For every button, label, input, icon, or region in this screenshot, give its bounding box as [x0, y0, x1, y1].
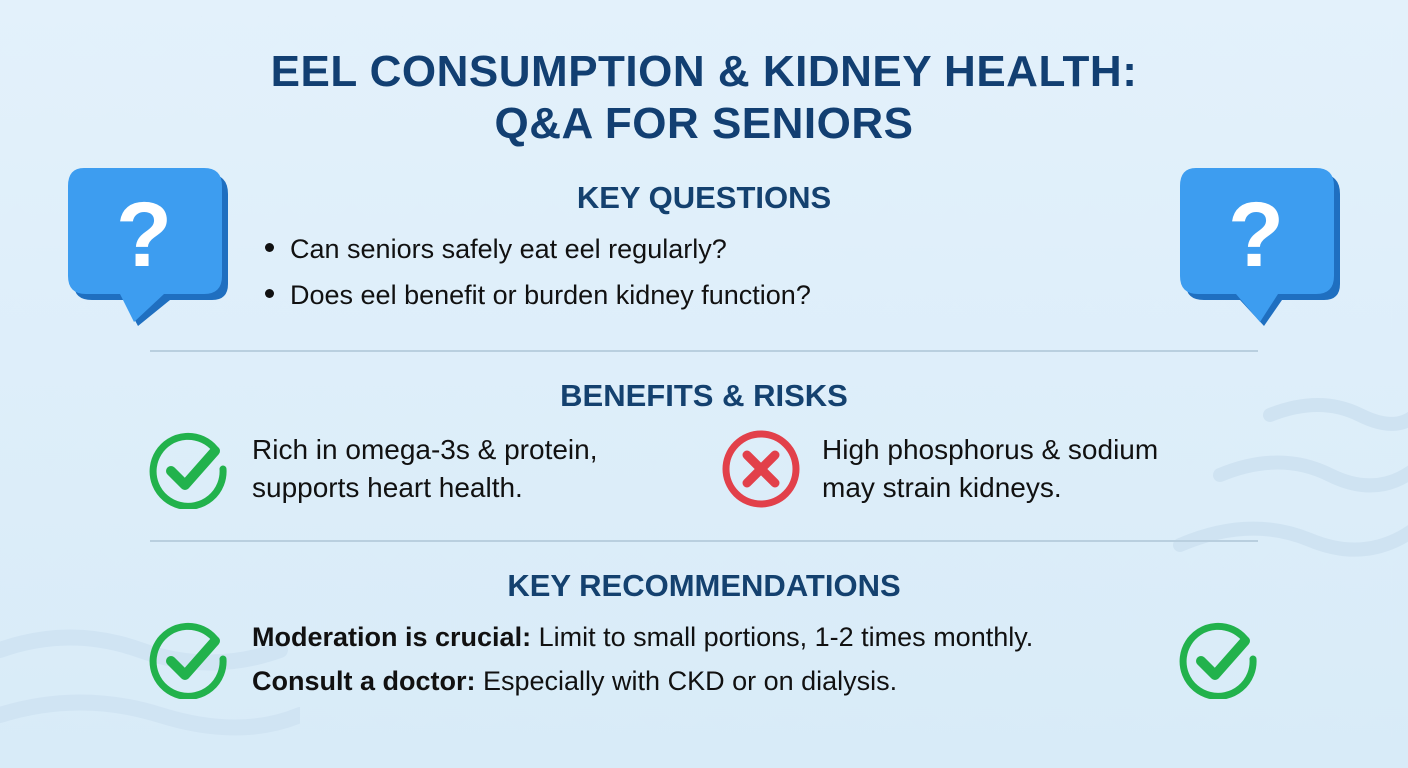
recommendation-item: Consult a doctor: Especially with CKD or…: [252, 666, 897, 697]
wave-decoration-left: [0, 629, 300, 736]
check-circle-icon: [1179, 622, 1257, 699]
benefit-text: Rich in omega-3s & protein, supports hea…: [252, 431, 598, 507]
check-circle-icon: [149, 622, 227, 699]
page-title-line-2: Q&A FOR SENIORS: [494, 99, 914, 148]
risk-line-2: may strain kidneys.: [822, 472, 1062, 503]
question-speech-bubble-icon: ?: [68, 168, 228, 326]
risk-line-1: High phosphorus & sodium: [822, 434, 1159, 465]
recommendation-text: Especially with CKD or on dialysis.: [475, 666, 898, 696]
recommendation-label: Consult a doctor:: [252, 666, 476, 696]
bullet-icon: [265, 243, 274, 253]
x-circle-icon: [722, 430, 800, 508]
question-item: Can seniors safely eat eel regularly?: [265, 234, 727, 265]
bullet-icon: [265, 289, 274, 299]
question-item: Does eel benefit or burden kidney functi…: [265, 280, 811, 311]
recommendation-item: Moderation is crucial: Limit to small po…: [252, 622, 1033, 653]
key-questions-heading: KEY QUESTIONS: [576, 180, 832, 215]
divider: [150, 540, 1258, 542]
question-speech-bubble-icon: ?: [1180, 168, 1340, 326]
svg-text:?: ?: [116, 184, 172, 286]
divider: [150, 350, 1258, 352]
svg-text:?: ?: [1228, 184, 1284, 286]
recommendation-label: Moderation is crucial:: [252, 622, 532, 652]
key-recommendations-heading: KEY RECOMMENDATIONS: [507, 568, 901, 603]
wave-decoration-right: [1173, 398, 1408, 557]
check-circle-icon: [149, 432, 227, 509]
risk-text: High phosphorus & sodium may strain kidn…: [822, 431, 1158, 507]
benefit-line-2: supports heart health.: [252, 472, 523, 503]
question-text: Can seniors safely eat eel regularly?: [290, 234, 727, 264]
page-title-line-1: EEL CONSUMPTION & KIDNEY HEALTH:: [270, 47, 1138, 96]
question-text: Does eel benefit or burden kidney functi…: [290, 280, 811, 310]
benefits-risks-heading: BENEFITS & RISKS: [560, 378, 848, 413]
benefit-line-1: Rich in omega-3s & protein,: [252, 434, 598, 465]
recommendation-text: Limit to small portions, 1-2 times month…: [531, 622, 1034, 652]
